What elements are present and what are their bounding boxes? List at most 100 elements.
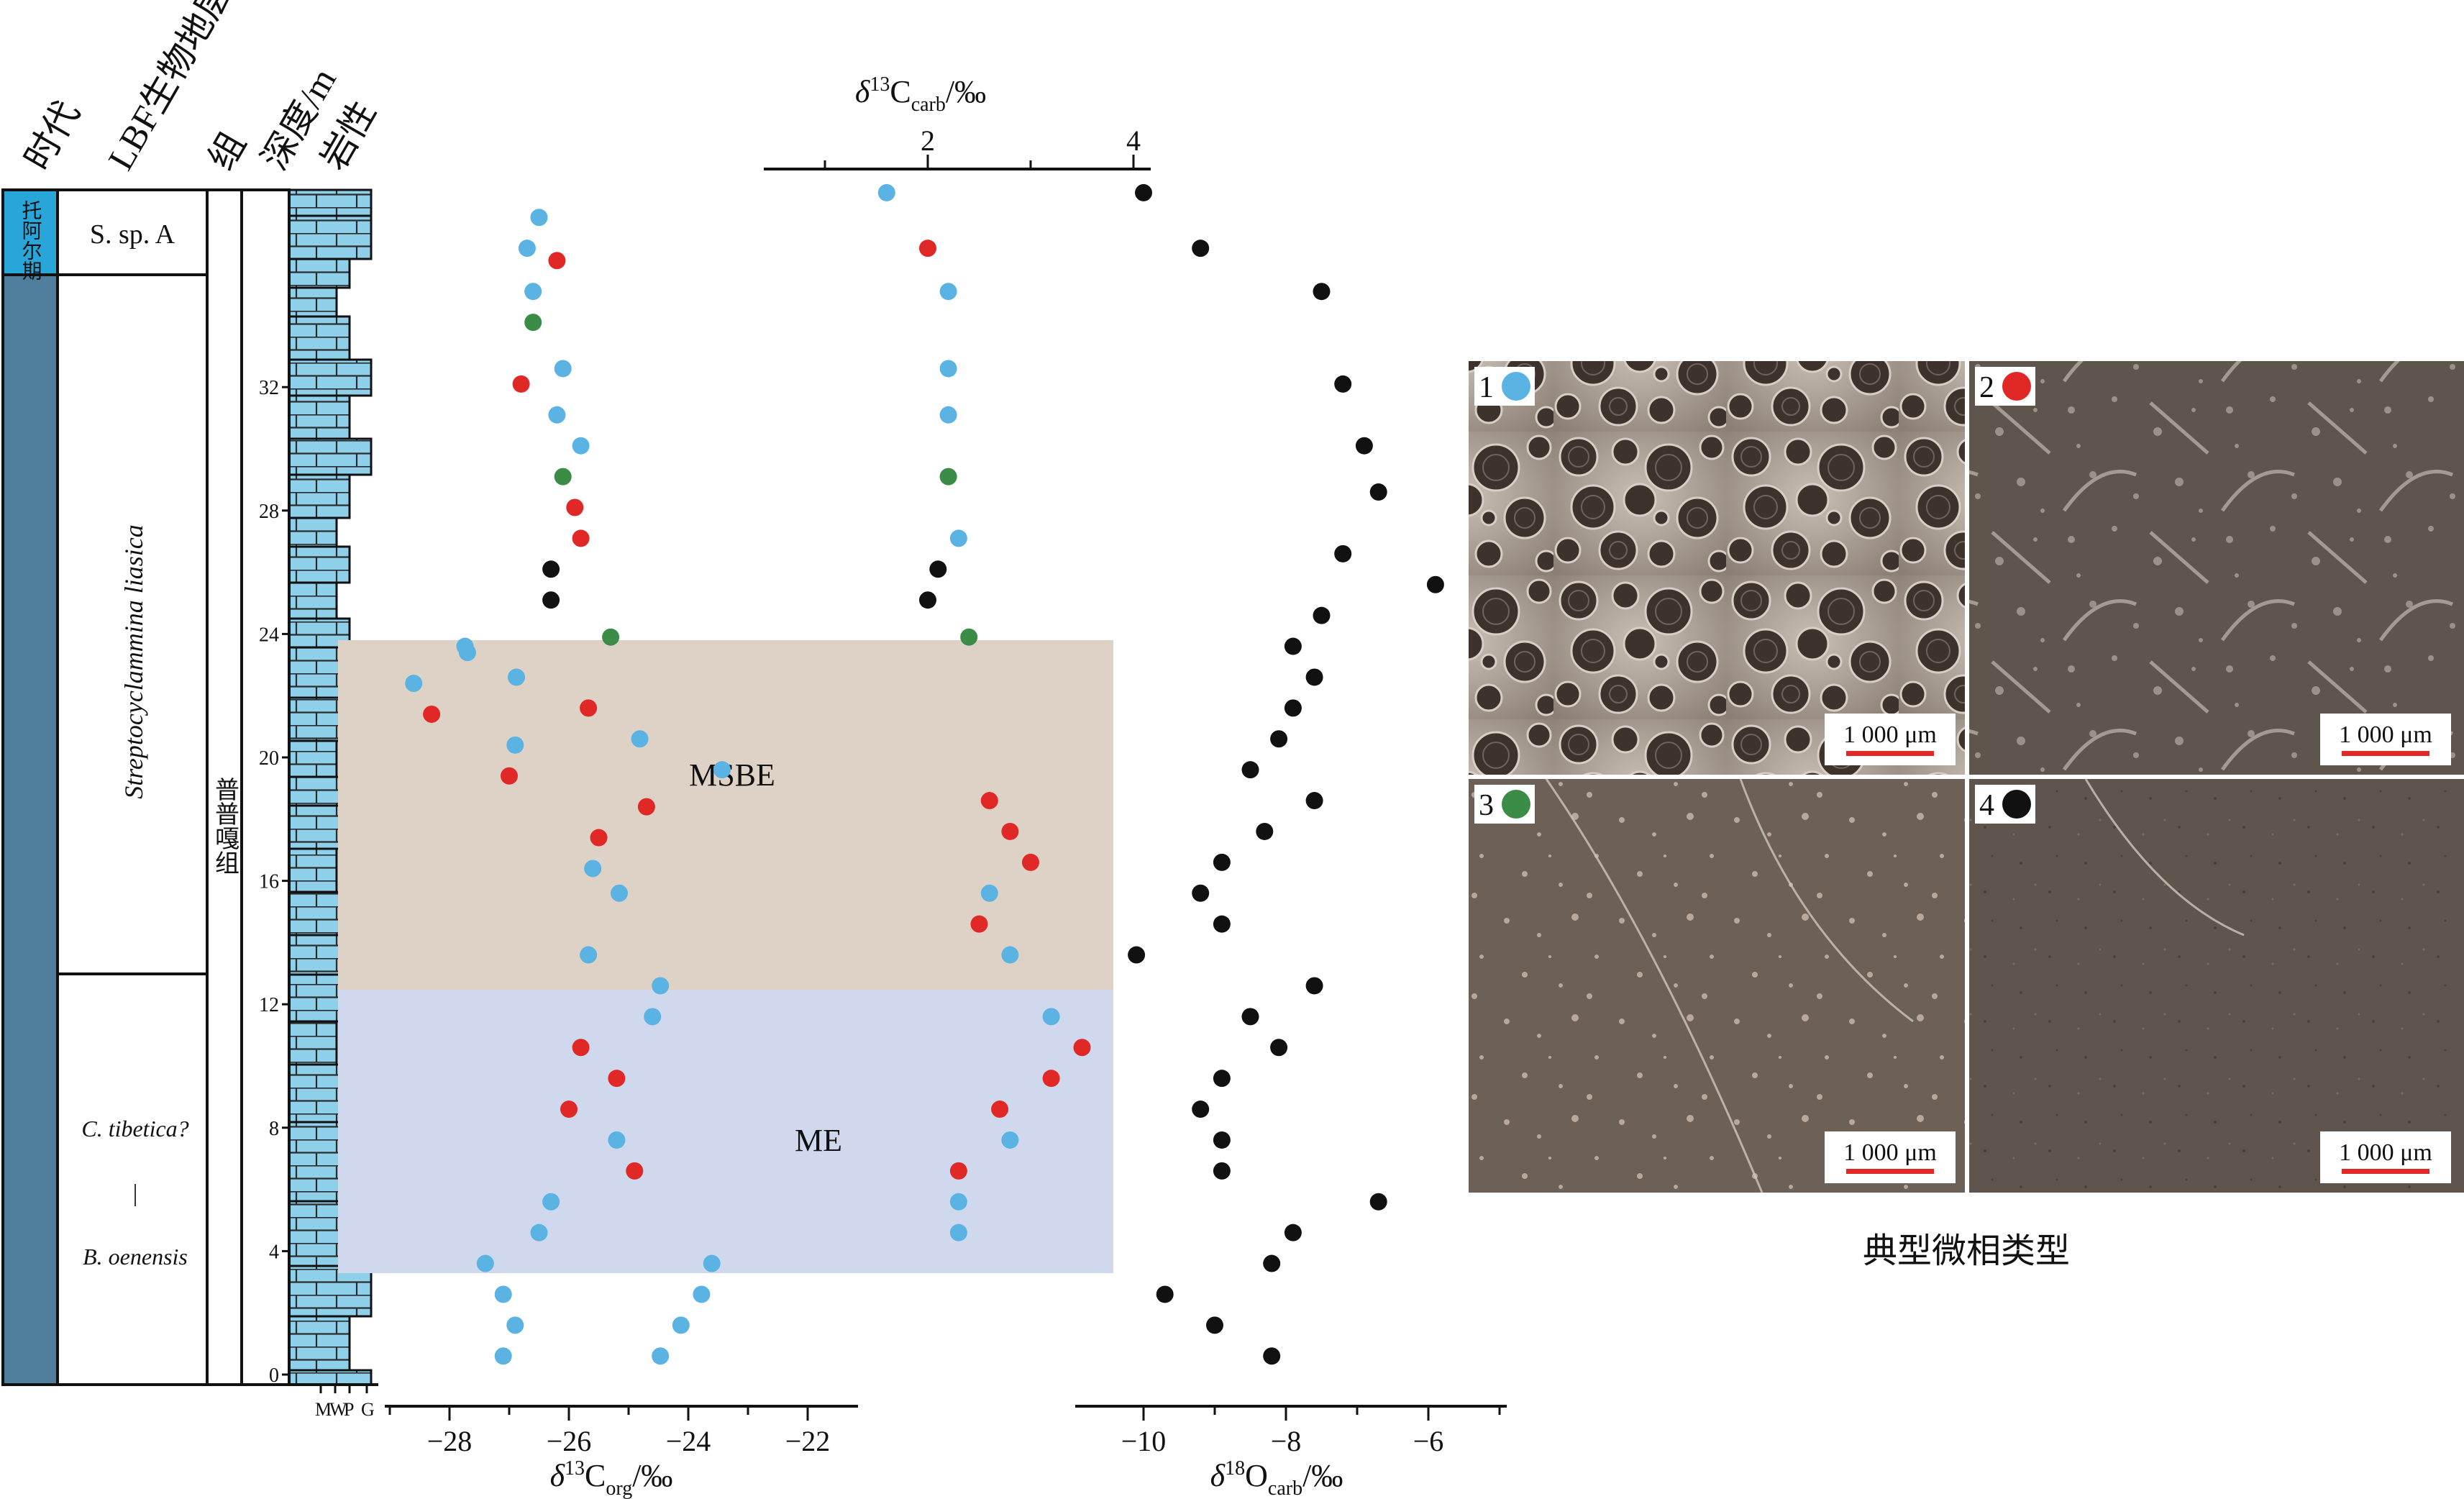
me-label: ME (795, 1123, 842, 1158)
data-point (542, 1193, 560, 1211)
axis-tick-label: −26 (547, 1425, 592, 1457)
data-point (580, 946, 598, 964)
data-point (572, 529, 590, 547)
depth-tick-label: 0 (269, 1364, 279, 1387)
data-point (608, 1070, 626, 1088)
data-point (929, 560, 947, 578)
data-point (1313, 283, 1331, 301)
data-point (1192, 1101, 1210, 1118)
data-point (1256, 822, 1274, 840)
age-pliensbachian-box (1, 273, 59, 1386)
biozone-middle: Streptocyclammina liasica (119, 524, 148, 799)
header-formation: 组 (201, 125, 253, 176)
data-point (524, 314, 542, 332)
axis-tick-label: −10 (1121, 1425, 1167, 1457)
scale-bar-box (2320, 714, 2451, 765)
data-point (1313, 606, 1331, 624)
data-point (1192, 240, 1210, 258)
data-point (1192, 884, 1210, 902)
data-point (1305, 668, 1323, 686)
data-point (1305, 792, 1323, 810)
data-point (919, 240, 936, 258)
header-age: 时代 (17, 94, 87, 177)
data-point (1213, 915, 1231, 933)
scale-bar-box (1825, 714, 1956, 765)
data-point (590, 829, 608, 847)
data-point (949, 1162, 967, 1180)
data-point (919, 591, 936, 609)
data-point (1270, 1039, 1288, 1057)
lithology-texture-scale: MWP G (315, 1385, 375, 1420)
depth-tick-label: 8 (269, 1118, 279, 1140)
data-point (530, 209, 548, 227)
data-point (1263, 1254, 1281, 1272)
facies-type-dot (2002, 372, 2031, 401)
depth-tick-label: 20 (259, 747, 279, 770)
facies-type-dot (1502, 790, 1530, 819)
biozone-top: S. sp. A (90, 219, 175, 250)
lithology-scale-letter: P (344, 1399, 354, 1420)
me-band (338, 990, 1113, 1273)
lithology-scale-letter: W (329, 1399, 347, 1420)
data-point (566, 498, 584, 516)
data-point (1001, 822, 1019, 840)
data-point (939, 283, 957, 301)
data-point (405, 675, 423, 693)
facies-number: 3 (1479, 789, 1494, 822)
data-point (1369, 1193, 1387, 1211)
scale-bar-box (1825, 1131, 1956, 1183)
scale-bar (1846, 751, 1934, 756)
x-axis-ccarb-title: δ13Ccarb/‰ (855, 73, 986, 116)
depth-tick-label: 28 (259, 501, 279, 523)
biozone-lower-separator: | (133, 1180, 138, 1207)
facies-type-dot (1502, 372, 1530, 401)
data-point (560, 1101, 578, 1118)
formation-label: 普普嘎组 (211, 777, 239, 875)
data-point (1073, 1039, 1091, 1057)
data-point (1270, 730, 1288, 748)
microfacies-photo-1 (1469, 361, 1965, 775)
data-point (703, 1254, 721, 1272)
data-point (652, 977, 670, 995)
data-point (512, 375, 530, 393)
data-point (991, 1101, 1009, 1118)
depth-axis: 0 4 8 12 16 20 24 28 32 (259, 377, 289, 1387)
data-point (960, 628, 978, 646)
data-point (637, 798, 655, 816)
data-point (548, 406, 566, 424)
data-point (456, 637, 474, 655)
data-point (1128, 946, 1146, 964)
axis-tick-label: −22 (785, 1425, 831, 1457)
facies-type-dot (2002, 790, 2031, 819)
x-axis-corg-title: δ13Corg/‰ (550, 1457, 673, 1499)
axis-tick-label: 2 (921, 124, 935, 157)
biozone-lower-b: B. oenensis (83, 1244, 188, 1270)
data-point (1001, 946, 1019, 964)
data-point (939, 360, 957, 378)
data-point (423, 705, 441, 723)
x-axis-corg: −28 −26 −24 −22 (388, 1406, 831, 1457)
data-point (506, 1316, 524, 1334)
data-point (554, 468, 572, 486)
data-point (877, 183, 895, 201)
data-point (980, 884, 998, 902)
data-point (1263, 1347, 1281, 1365)
age-toarcian-label: 托阿尔期 (19, 200, 42, 281)
data-point (608, 1131, 626, 1149)
lithology-scale-letter: G (361, 1399, 375, 1420)
depth-tick-label: 12 (259, 994, 279, 1016)
scale-bar (2342, 751, 2429, 756)
axis-tick-label: −24 (666, 1425, 711, 1457)
data-point (1284, 699, 1302, 717)
data-point (494, 1347, 512, 1365)
data-point (693, 1285, 711, 1303)
data-point (501, 767, 518, 785)
scale-bar (1846, 1169, 1934, 1174)
data-point (949, 1224, 967, 1241)
data-point (949, 529, 967, 547)
data-point (542, 560, 560, 578)
microfacies-photo-4 (1969, 779, 2464, 1193)
data-point (1355, 437, 1373, 455)
